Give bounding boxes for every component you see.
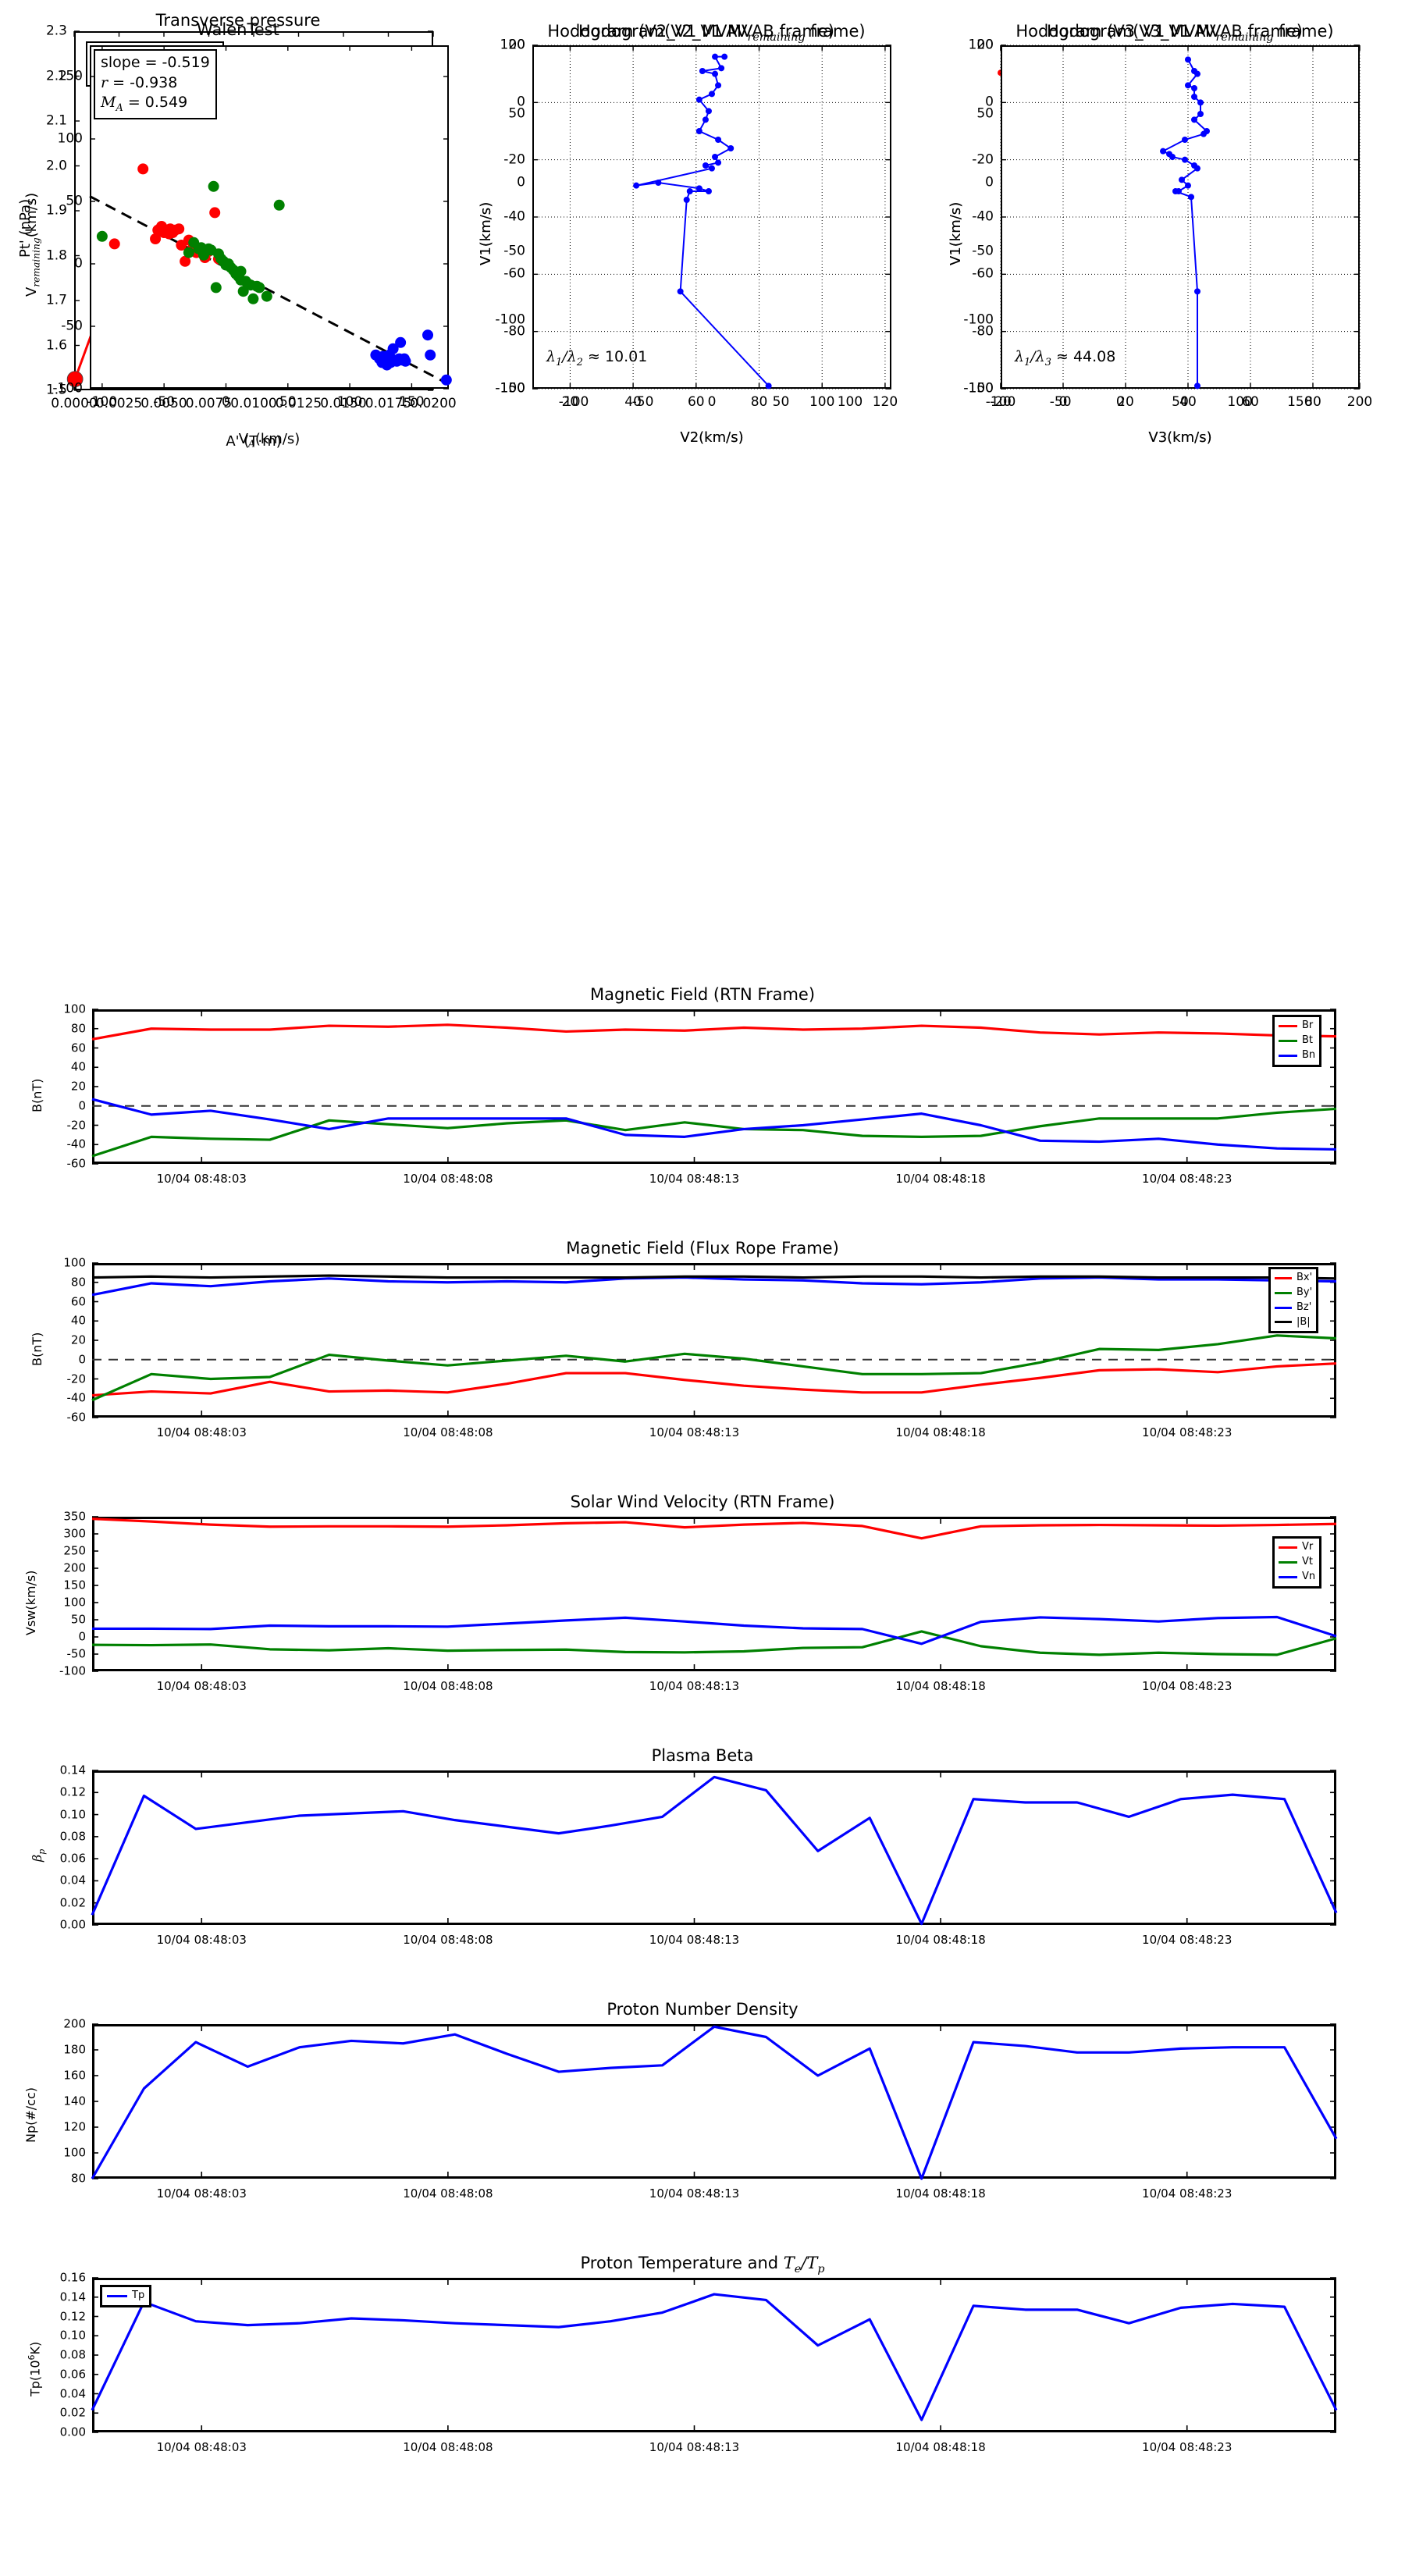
plot-area [92, 1517, 1336, 1671]
plot-area [92, 1009, 1336, 1164]
x-axis-label: V2(km/s) [680, 429, 744, 446]
y-axis-label: Vsw(km/s) [23, 1570, 38, 1635]
plot-canvas [91, 1262, 1337, 1418]
x-axis-label: V3(km/s) [1148, 429, 1212, 446]
panel-plasma-beta: Plasma Beta βp 0.00 0.02 0.04 0.06 0.08 0.10 0… [0, 1729, 1405, 1979]
panel-title: Hodogram (V3_V1 MVAVremaining frame) [1016, 22, 1334, 44]
stat-slope: slope = -0.519 [101, 54, 210, 71]
panel-solar-wind-velocity: Solar Wind Velocity (RTN Frame) Vsw(km/s… [0, 1475, 1405, 1725]
y-axis-label: Vremaining(km/s) [23, 192, 42, 297]
plot-canvas [91, 2277, 1338, 2433]
panel-title: Plasma Beta [651, 1746, 754, 1765]
legend-line-blue [1279, 1575, 1297, 1578]
y-axis-label: βp [30, 1848, 48, 1862]
legend-line-blue [107, 2294, 127, 2297]
legend-line-green [1279, 1560, 1297, 1564]
panel-proton-number-density: Proton Number Density Np(#/cc) 80 100 120 1… [0, 1983, 1405, 2233]
legend-item-vr: Vr [1279, 1540, 1315, 1555]
panel-title: WalenTest [197, 20, 279, 39]
legend: Br Bt Bn [1272, 1015, 1322, 1067]
x-axis-label: V2(km/s) [680, 429, 744, 446]
panel-title: Hodogram(V2_V1 MVAB frame) [578, 22, 834, 41]
plot-canvas [91, 1770, 1338, 1926]
panel-walen-test: WalenTest VA(km/s) Vremaining(km/s) slop… [0, 0, 461, 461]
legend-item-bx: Bx' [1275, 1271, 1312, 1286]
legend-item-tp: Tp [107, 2289, 144, 2304]
legend-item-bz: Bz' [1275, 1300, 1312, 1315]
legend: Bx' By' Bz' |B| [1268, 1267, 1319, 1334]
panel-title: Magnetic Field (RTN Frame) [589, 985, 816, 1004]
plot-canvas [1000, 44, 1360, 390]
legend-label: Vr [1302, 1541, 1314, 1553]
plot-canvas [532, 44, 891, 390]
legend-line-red [1279, 1546, 1297, 1549]
panel-hodogram-v3v1-mvav: Hodogram (V3_V1 MVAVremaining frame) V3(… [937, 0, 1405, 461]
legend: Tp [100, 2285, 152, 2307]
y-axis-label: V1(km/s) [948, 201, 964, 265]
panel-hodogram-v2v1-mvav: Hodogram (V2_V1 MVAVremaining frame) V2(… [461, 0, 937, 461]
panel-title: Proton Number Density [606, 2000, 799, 2019]
legend-item-bt: Bt [1279, 1034, 1315, 1048]
eigenvalue-ratio-value: 10.01 [604, 348, 648, 365]
panel-title: Magnetic Field (Flux Rope Frame) [566, 1239, 839, 1258]
plot-area [92, 2278, 1336, 2432]
plot-canvas [91, 2023, 1338, 2180]
panel-magnetic-field-fluxrope: Magnetic Field (Flux Rope Frame) B(nT) B… [0, 1222, 1405, 1471]
legend-label: Vt [1302, 1555, 1313, 1567]
y-axis-label: V1(km/s) [478, 201, 494, 265]
legend: Vr Vt Vn [1272, 1536, 1322, 1589]
legend-label: Bn [1302, 1048, 1316, 1061]
legend-item-vn: Vn [1279, 1570, 1315, 1585]
plot-area [92, 1770, 1336, 1925]
eigenvalue-ratio-value: 44.08 [1072, 348, 1116, 365]
panel-proton-temperature: Proton Temperature and Te/Tp Tp(106K) Tp… [0, 2236, 1405, 2533]
legend-label: |B| [1297, 1315, 1311, 1328]
legend-item-vt: Vt [1279, 1555, 1315, 1570]
plot-area [92, 1263, 1336, 1418]
legend-label: By' [1297, 1286, 1313, 1298]
stat-r: r = -0.938 [101, 73, 178, 91]
legend-line-black [1275, 1321, 1292, 1324]
panel-title: Transverse pressure [155, 11, 321, 30]
legend-item-by: By' [1275, 1286, 1312, 1300]
legend-label: Bx' [1297, 1272, 1313, 1283]
y-axis-label: B(nT) [30, 1078, 44, 1112]
legend-item-br: Br [1279, 1019, 1315, 1034]
panel-title: Hodogram(V3_V1 MVAB frame) [1047, 22, 1303, 41]
eigenvalue-ratio-annotation: λ1/λ3 ≈ 44.08 [1015, 348, 1116, 368]
legend-line-blue [1275, 1306, 1292, 1309]
plot-canvas [91, 1516, 1337, 1672]
legend-line-green [1279, 1039, 1297, 1042]
legend-label: Tp [132, 2290, 145, 2301]
plot-canvas [91, 1009, 1337, 1165]
plot-area [92, 2024, 1336, 2179]
x-axis-label: VA(km/s) [238, 431, 301, 450]
legend-label: Bt [1302, 1034, 1314, 1046]
y-axis-label: Tp(106K) [27, 2341, 43, 2396]
legend-item-babs: |B| [1275, 1315, 1312, 1330]
y-axis-label: Np(#/cc) [23, 2087, 38, 2143]
y-axis-label: B(nT) [30, 1332, 44, 1366]
fit-stats-box: slope = -0.519 r = -0.938 MA = 0.549 [94, 49, 217, 119]
legend-item-bn: Bn [1279, 1048, 1315, 1063]
legend-label: Bz' [1297, 1300, 1312, 1313]
stat-ma: MA = 0.549 [101, 94, 188, 115]
legend-label: Br [1302, 1019, 1314, 1031]
panel-magnetic-field-rtn: Magnetic Field (RTN Frame) B(nT) Br Bt B… [0, 968, 1405, 1218]
x-axis-label: V3(km/s) [1148, 429, 1212, 446]
legend-line-green [1275, 1291, 1292, 1294]
panel-title: Hodogram (V2_V1 MVAVremaining frame) [547, 22, 866, 44]
plot-canvas [89, 45, 452, 390]
panel-title: Solar Wind Velocity (RTN Frame) [570, 1493, 835, 1511]
legend-label: Vn [1302, 1570, 1316, 1582]
panel-title: Proton Temperature and Te/Tp [580, 2254, 825, 2276]
legend-line-red [1279, 1024, 1297, 1027]
legend-line-red [1275, 1276, 1292, 1279]
eigenvalue-ratio-annotation: λ1/λ2 ≈ 10.01 [546, 348, 648, 368]
x-axis-label: A' (T·m) [226, 433, 282, 450]
legend-line-blue [1279, 1054, 1297, 1057]
